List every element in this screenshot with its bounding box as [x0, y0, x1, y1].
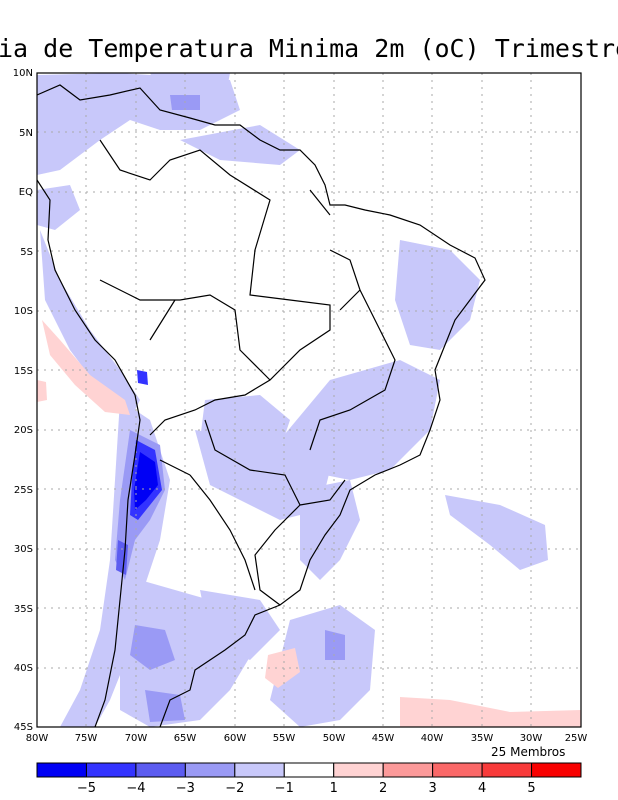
x-label: 60W: [224, 733, 247, 744]
colorbar-box: [382, 762, 434, 778]
x-label: 45W: [372, 733, 395, 744]
y-label: 30S: [14, 544, 33, 555]
x-axis-labels: 80W 75W 70W 65W 60W 55W 50W 45W 40W 35W …: [26, 733, 588, 744]
y-label: 10S: [14, 306, 33, 317]
colorbar-box: [234, 762, 285, 778]
x-label: 35W: [471, 733, 494, 744]
anomaly-region-south-brazil: [300, 480, 360, 580]
colorbar: −5 −4 −3 −2 −1 1 2 3 4 5: [36, 762, 582, 796]
anomaly-region-southeast: [280, 360, 440, 480]
colorbar-box: [184, 762, 236, 778]
x-label: 30W: [520, 733, 543, 744]
y-label: 5S: [20, 247, 33, 258]
anomaly-region-east-atlantic: [445, 495, 548, 570]
colorbar-boxes: [36, 762, 582, 778]
anomaly-region-medium-atlantic: [325, 630, 345, 660]
colorbar-box: [432, 762, 483, 778]
colorbar-box: [85, 762, 137, 778]
x-label: 70W: [125, 733, 148, 744]
y-label: 25S: [14, 485, 33, 496]
colorbar-tick-label: 2: [379, 781, 387, 796]
colorbar-tick-label: 5: [527, 781, 535, 796]
anomaly-region-andes-coast: [40, 230, 140, 420]
x-label: 55W: [273, 733, 296, 744]
colorbar-box: [283, 762, 335, 778]
anomaly-region-warm-pacific-edge: [37, 380, 47, 402]
colorbar-tick-label: −3: [176, 781, 195, 796]
colorbar-box: [135, 762, 186, 778]
map-title: ia de Temperatura Minima 2m (oC) Trimest…: [0, 34, 618, 63]
y-label: 35S: [14, 604, 33, 615]
y-label: 40S: [14, 663, 33, 674]
y-label: 20S: [14, 425, 33, 436]
colorbar-box: [531, 762, 582, 778]
y-label: EQ: [19, 187, 33, 198]
colorbar-box: [481, 762, 533, 778]
x-label: 75W: [75, 733, 98, 744]
anomaly-region-south-atlantic: [270, 605, 375, 727]
colorbar-box: [333, 762, 384, 778]
colorbar-tick-label: −5: [77, 781, 96, 796]
anomaly-region-darkest-chile: [134, 452, 158, 510]
x-label: 40W: [421, 733, 444, 744]
x-label: 80W: [26, 733, 49, 744]
x-label: 50W: [323, 733, 346, 744]
anomaly-region-medium-patagonia: [130, 625, 175, 670]
colorbar-tick-label: −1: [275, 781, 294, 796]
coastlines: [37, 84, 486, 727]
anomaly-region-caribbean: [150, 73, 230, 105]
anomaly-region-warm-south-atlantic: [400, 697, 581, 727]
colorbar-labels: −5 −4 −3 −2 −1 1 2 3 4 5: [77, 781, 536, 796]
anomaly-region-guianas: [180, 125, 300, 165]
colorbar-tick-label: 1: [330, 781, 338, 796]
anomaly-map: 10N 5N EQ 5S 10S 15S 20S 25S 30S 35S 40S…: [13, 68, 588, 744]
y-label: 15S: [14, 366, 33, 377]
colorbar-tick-label: −4: [126, 781, 145, 796]
anomaly-region-warm-pacific: [42, 320, 130, 415]
anomaly-region-northeast: [395, 240, 480, 350]
anomaly-region-dark-south-chile: [116, 540, 128, 575]
map-frame: [36, 72, 582, 728]
y-label: 10N: [13, 68, 33, 79]
colorbar-tick-label: 4: [478, 781, 486, 796]
country-borders: [99, 139, 396, 606]
members-label: 25 Membros: [491, 745, 566, 759]
south-america-coastline: [37, 84, 486, 727]
colorbar-tick-label: −2: [225, 781, 244, 796]
anomaly-region-dark-altiplano: [137, 370, 148, 385]
x-label: 65W: [174, 733, 197, 744]
x-label: 25W: [565, 733, 588, 744]
y-axis-labels: 10N 5N EQ 5S 10S 15S 20S 25S 30S 35S 40S…: [13, 68, 33, 733]
colorbar-box: [36, 762, 87, 778]
colorbar-tick-label: 3: [428, 781, 436, 796]
y-label: 5N: [19, 128, 33, 139]
y-label: 45S: [14, 722, 33, 733]
